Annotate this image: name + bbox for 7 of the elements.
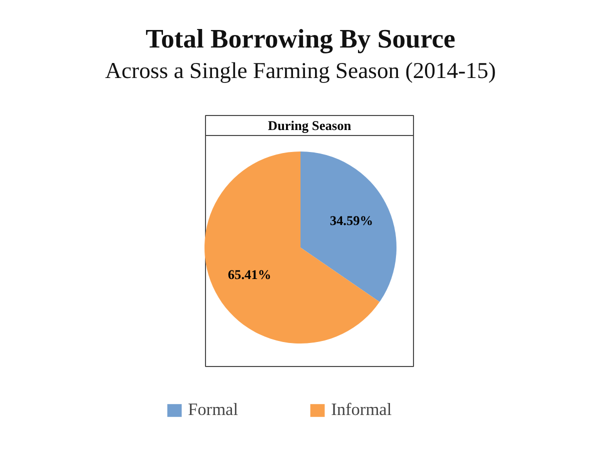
legend-label: Formal bbox=[188, 400, 238, 420]
chart-subtitle: Across a Single Farming Season (2014-15) bbox=[105, 58, 496, 83]
chart-title: Total Borrowing By Source bbox=[146, 24, 456, 54]
text: During Season bbox=[268, 118, 352, 133]
legend-label: Informal bbox=[331, 400, 392, 420]
data-label: 34.59% bbox=[330, 213, 374, 228]
data-label: 65.41% bbox=[228, 266, 272, 282]
